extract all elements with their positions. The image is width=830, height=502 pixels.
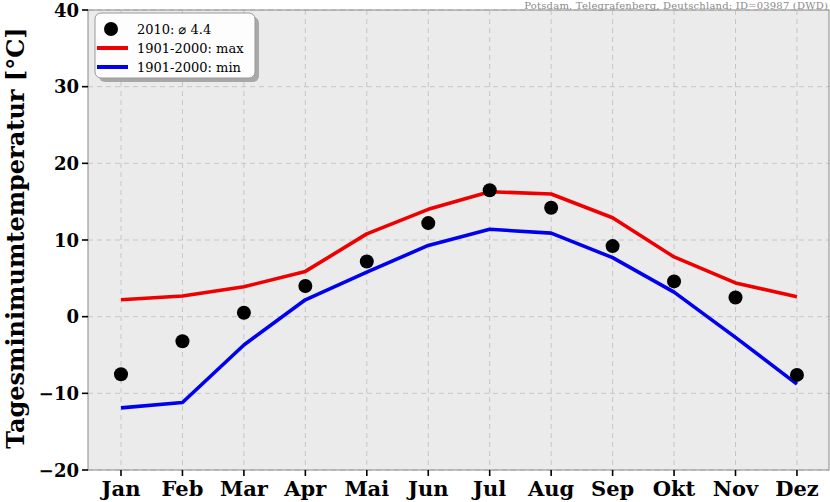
- x-tick-label: Apr: [283, 476, 327, 501]
- data-point: [421, 216, 435, 230]
- x-tick-label: Jun: [406, 476, 448, 501]
- chart-canvas: Jan Feb Mar Apr Mai Jun Jul Aug Sep Okt Nov Dez −20 −…: [0, 0, 830, 502]
- y-tick-label: −20: [39, 460, 79, 481]
- temperature-chart-figure: Jan Feb Mar Apr Mai Jun Jul Aug Sep Okt Nov Dez −20 −…: [0, 0, 830, 502]
- y-axis-label: Tagesminimumtemperatur [°C]: [1, 27, 30, 448]
- data-point: [606, 239, 620, 253]
- x-tick-label: Aug: [527, 476, 575, 501]
- legend: 2010: ⌀ 4.4 1901-2000: max 1901-2000: mi…: [95, 13, 259, 82]
- data-point: [729, 291, 743, 305]
- data-point: [360, 255, 374, 269]
- x-tick-label: Dez: [775, 476, 819, 501]
- data-point: [298, 279, 312, 293]
- data-point: [667, 274, 681, 288]
- data-point: [114, 367, 128, 381]
- data-point: [237, 306, 251, 320]
- legend-dot-marker-icon: [104, 22, 118, 36]
- data-point: [175, 334, 189, 348]
- x-tick-label: Mar: [220, 476, 269, 501]
- y-tick-label: 10: [54, 230, 79, 251]
- data-point: [483, 183, 497, 197]
- x-tick-label: Okt: [653, 476, 696, 501]
- legend-label-max: 1901-2000: max: [137, 41, 244, 56]
- x-tick-label: Nov: [713, 476, 759, 501]
- y-tick-label: −10: [39, 383, 79, 404]
- y-tick-label: 30: [54, 76, 79, 97]
- station-attribution: Potsdam, Telegrafenberg, Deutschland: ID…: [524, 0, 828, 11]
- data-point: [544, 201, 558, 215]
- y-tick-label: 20: [54, 153, 79, 174]
- x-tick-label: Mai: [344, 476, 389, 501]
- x-tick-label: Jul: [471, 476, 506, 501]
- y-tick-label: 0: [66, 306, 79, 327]
- x-tick-label: Jan: [100, 476, 141, 501]
- x-tick-label: Sep: [591, 476, 634, 501]
- y-tick-label: 40: [54, 0, 79, 21]
- legend-label-min: 1901-2000: min: [137, 60, 242, 75]
- x-tick-label: Feb: [162, 476, 204, 501]
- legend-label-2010: 2010: ⌀ 4.4: [137, 22, 211, 37]
- data-point: [790, 368, 804, 382]
